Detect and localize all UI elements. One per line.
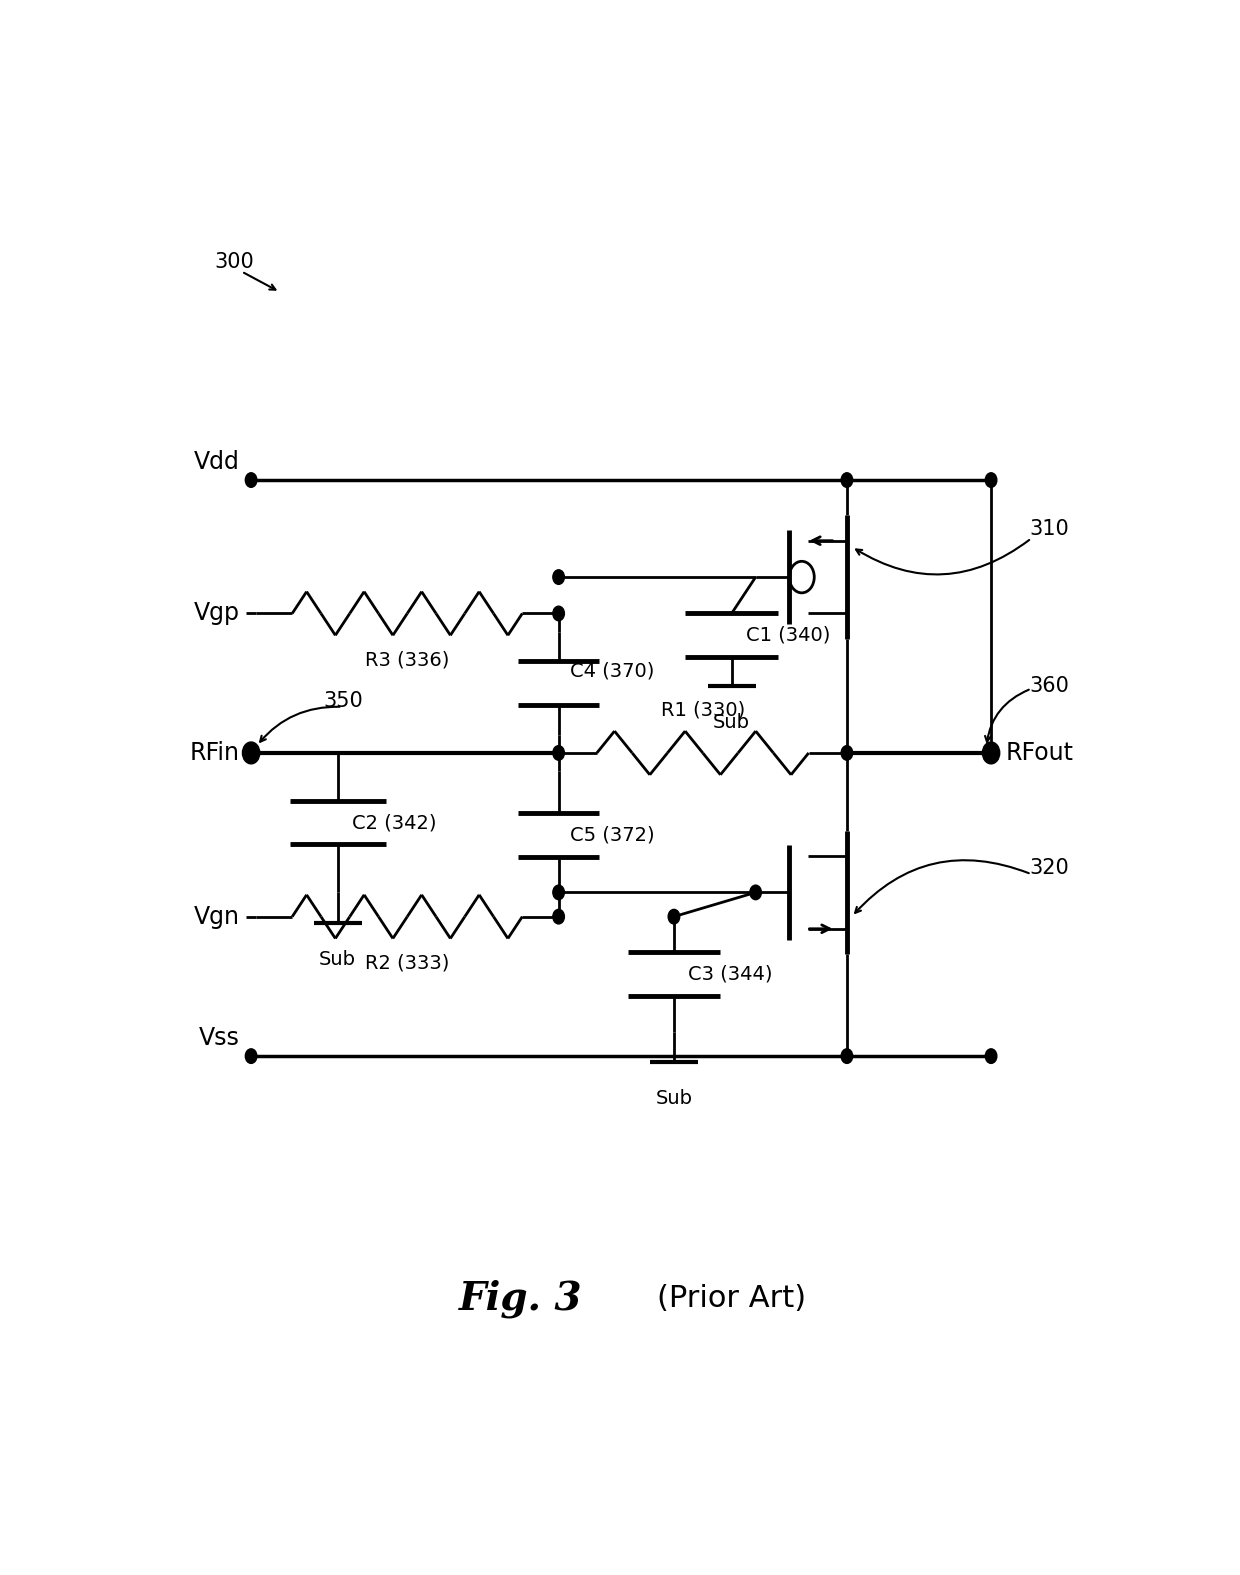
Text: Fig. 3: Fig. 3 [459,1279,582,1318]
Text: RFout: RFout [1006,740,1074,765]
Circle shape [553,885,564,899]
Text: Vdd: Vdd [193,450,239,474]
Text: R3 (336): R3 (336) [365,650,449,669]
Text: 350: 350 [324,691,363,710]
Circle shape [553,745,564,761]
Circle shape [246,1049,257,1063]
Text: Sub: Sub [319,950,356,969]
Text: R1 (330): R1 (330) [661,701,745,720]
Circle shape [246,472,257,487]
Text: Vss: Vss [198,1025,239,1051]
Text: C1 (340): C1 (340) [746,625,831,644]
Text: Vgp: Vgp [193,602,239,625]
Text: Sub: Sub [713,713,750,732]
Text: Sub: Sub [656,1088,692,1109]
Text: RFin: RFin [190,740,239,765]
Circle shape [243,742,259,764]
Text: 320: 320 [1029,858,1069,879]
Circle shape [553,909,564,925]
Text: R2 (333): R2 (333) [365,953,449,972]
Circle shape [982,742,999,764]
Text: (Prior Art): (Prior Art) [657,1284,806,1314]
Text: C4 (370): C4 (370) [570,662,655,680]
Circle shape [986,472,997,487]
Circle shape [841,1049,853,1063]
Circle shape [986,1049,997,1063]
Circle shape [841,745,853,761]
Text: C2 (342): C2 (342) [352,813,436,832]
Text: C5 (372): C5 (372) [570,825,655,844]
Circle shape [668,909,680,925]
Circle shape [750,885,761,899]
Circle shape [553,606,564,621]
Text: C3 (344): C3 (344) [688,965,773,984]
Circle shape [553,570,564,584]
Circle shape [841,472,853,487]
Text: Vgn: Vgn [193,904,239,929]
Text: 300: 300 [215,252,254,272]
Text: 360: 360 [1029,676,1069,696]
Text: 310: 310 [1029,518,1069,539]
